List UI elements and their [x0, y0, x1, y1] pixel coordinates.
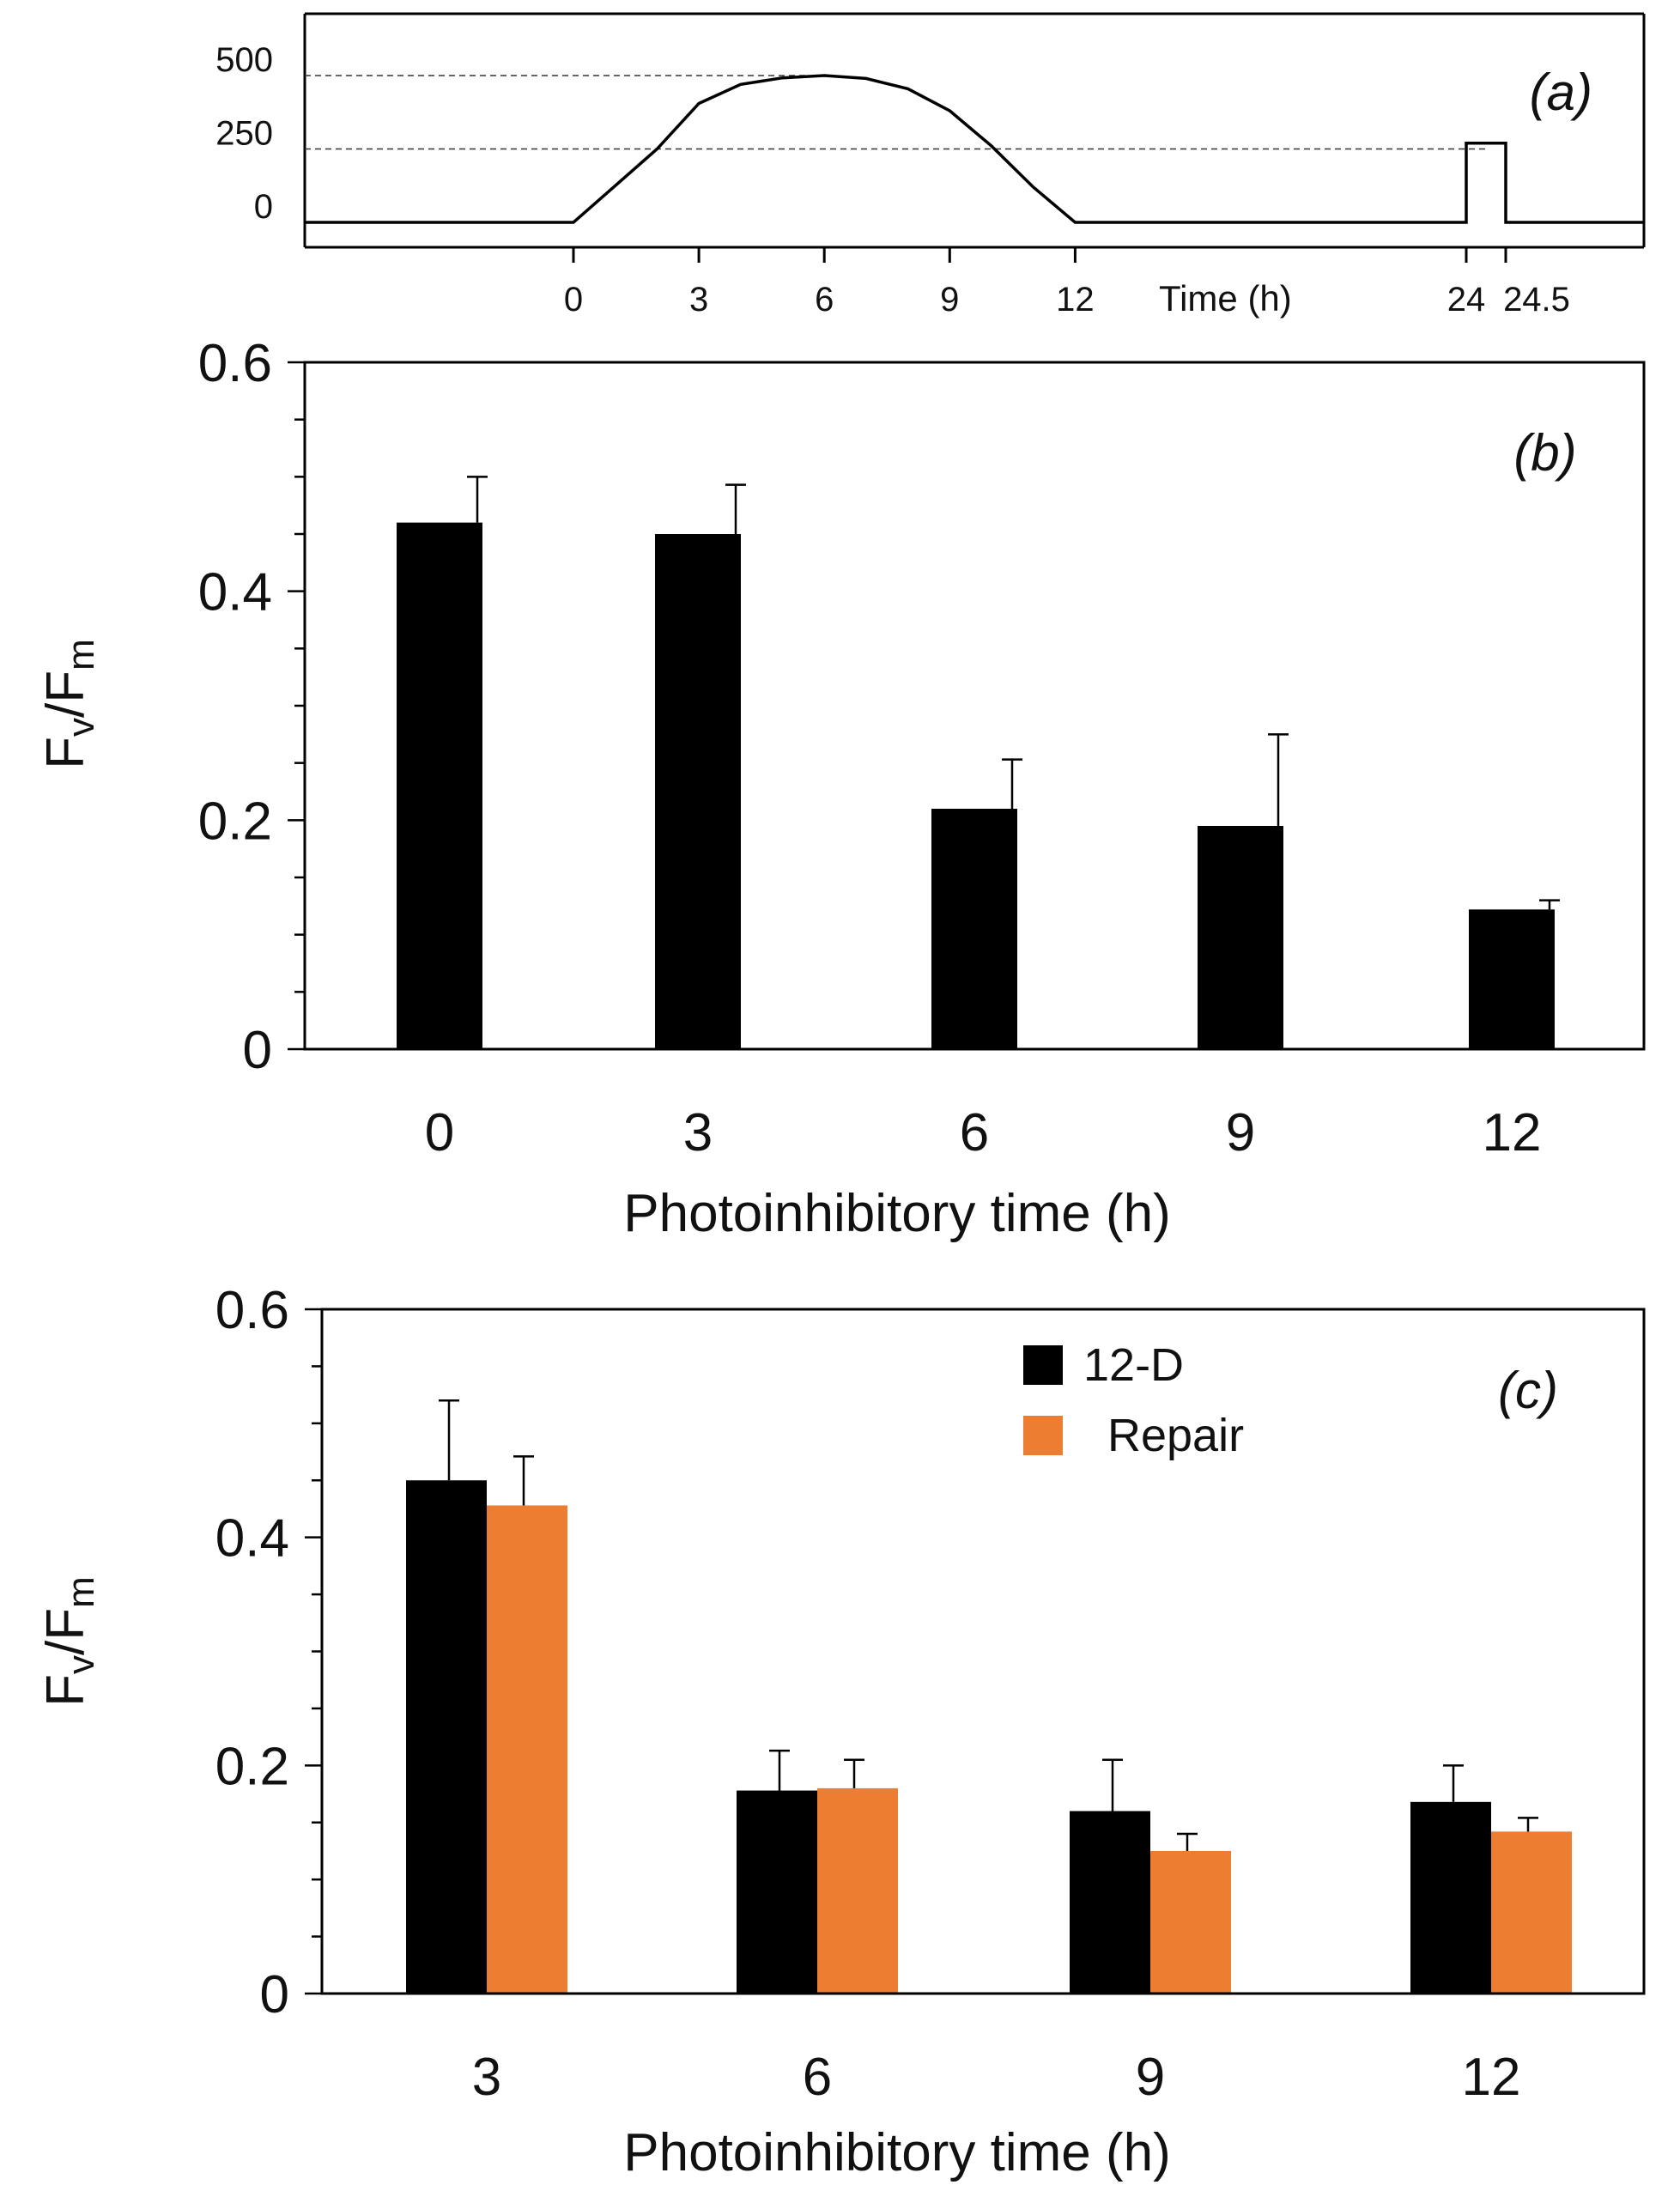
panel-c-bar-repair: [1491, 1831, 1572, 1994]
panel-b-axes: [288, 361, 1646, 1051]
panel-b-x-tick-label: 3: [683, 1103, 713, 1162]
panel-b-bar: [931, 809, 1017, 1049]
panel-b-y-axis-label: Fv/Fm: [36, 639, 102, 769]
legend-label-repair: Repair: [1107, 1410, 1244, 1461]
panel-a-x-tick-label: 3: [689, 281, 708, 319]
panel-c-bar-12d: [1070, 1811, 1150, 1994]
panel-a-light-curve: [305, 74, 1644, 224]
panel-c-bar-repair: [817, 1787, 898, 1994]
panel-c-y-tick-label: 0.4: [215, 1509, 289, 1569]
panel-b-y-tick-label: 0: [243, 1021, 272, 1080]
panel-c-axes: [305, 1308, 1646, 1995]
panel-b-x-tick-labels: 0 3 6 9 12: [425, 1103, 1542, 1162]
panel-b-x-tick-label: 9: [1226, 1103, 1255, 1162]
legend-swatch-12d: [1023, 1345, 1063, 1385]
panel-c-x-tick-labels: 3 6 9 12: [472, 2048, 1521, 2107]
panel-c-bar-repair: [1150, 1850, 1231, 1994]
panel-b-y-tick-labels: 0.6 0.4 0.2 0: [198, 334, 272, 1080]
panel-a-y-tick-label: 0: [254, 188, 273, 226]
panel-b-x-tick-label: 12: [1483, 1103, 1542, 1162]
panel-a-x-tick-label: 6: [815, 281, 834, 319]
panel-a-reference-lines: [305, 75, 1486, 150]
panel-a-y-tick-labels: 500 250 0: [215, 41, 273, 226]
panel-b-y-tick-label: 0.6: [198, 334, 272, 393]
panel-c-x-tick-label: 12: [1462, 2048, 1521, 2107]
panel-b-bar: [1469, 909, 1555, 1049]
panel-c-x-tick-label: 9: [1136, 2048, 1165, 2107]
panel-b-bar: [1198, 826, 1283, 1049]
legend-swatch-repair: [1023, 1416, 1063, 1455]
panel-c-bar-12d: [737, 1790, 817, 1994]
panel-a-y-tick-label: 500: [215, 41, 273, 79]
legend-label-12d: 12-D: [1083, 1339, 1184, 1391]
panel-c-label: (c): [1498, 1362, 1558, 1419]
panel-b-x-tick-label: 6: [960, 1103, 989, 1162]
panel-b-y-tick-label: 0.4: [198, 563, 272, 622]
panel-b-x-tick-label: 0: [425, 1103, 454, 1162]
panel-a-y-tick-label: 250: [215, 115, 273, 153]
panel-a-x-tick-label: 9: [940, 281, 959, 319]
panel-c-y-tick-label: 0.2: [215, 1737, 289, 1796]
panel-c-y-tick-label: 0: [260, 1965, 289, 2024]
panel-c-bar-repair: [487, 1505, 567, 1994]
panel-c-y-tick-labels: 0.6 0.4 0.2 0: [215, 1281, 289, 2024]
panel-c-bar-12d: [406, 1480, 487, 1994]
panel-a-x-tick-labels: 0 3 6 9 12 24 24.5: [564, 247, 1570, 319]
panel-c-x-tick-label: 6: [803, 2048, 832, 2107]
panel-a-frame: [303, 12, 1646, 249]
panel-b-bars: [397, 476, 1560, 1049]
panel-c: 0.6 0.4 0.2 0 3 6 9 12 Photoinhibitory time (h…: [36, 1281, 1646, 2182]
panel-b-label: (b): [1513, 424, 1576, 482]
panel-a-x-tick-label: 12: [1056, 281, 1095, 319]
panel-c-bar-12d: [1410, 1801, 1491, 1994]
panel-a-label: (a): [1530, 64, 1592, 121]
panel-c-legend: 12-D Repair: [1023, 1339, 1244, 1461]
panel-b-bar: [397, 522, 482, 1049]
panel-a-x-tick-label: 0: [564, 281, 583, 319]
panel-c-bars: [406, 1399, 1572, 1994]
panel-a-x-tick-label: 24: [1447, 281, 1486, 319]
panel-a: 500 250 0 0 3 6 9 12 24 24.5 Time (h) (a): [215, 12, 1646, 319]
panel-b-x-axis-label: Photoinhibitory time (h): [623, 1184, 1171, 1243]
panel-a-x-axis-label: Time (h): [1159, 278, 1292, 319]
panel-b-bar: [655, 534, 741, 1049]
panel-c-y-axis-label: Fv/Fm: [36, 1576, 102, 1707]
panel-b: 0.6 0.4 0.2 0 0 3 6 9 12 Photoinhibitory time (…: [36, 334, 1646, 1243]
panel-c-y-tick-label: 0.6: [215, 1281, 289, 1340]
panel-c-x-tick-label: 3: [472, 2048, 501, 2107]
panel-b-y-tick-label: 0.2: [198, 792, 272, 851]
panel-a-x-tick-label: 24.5: [1503, 281, 1570, 319]
panel-c-x-axis-label: Photoinhibitory time (h): [623, 2123, 1171, 2182]
